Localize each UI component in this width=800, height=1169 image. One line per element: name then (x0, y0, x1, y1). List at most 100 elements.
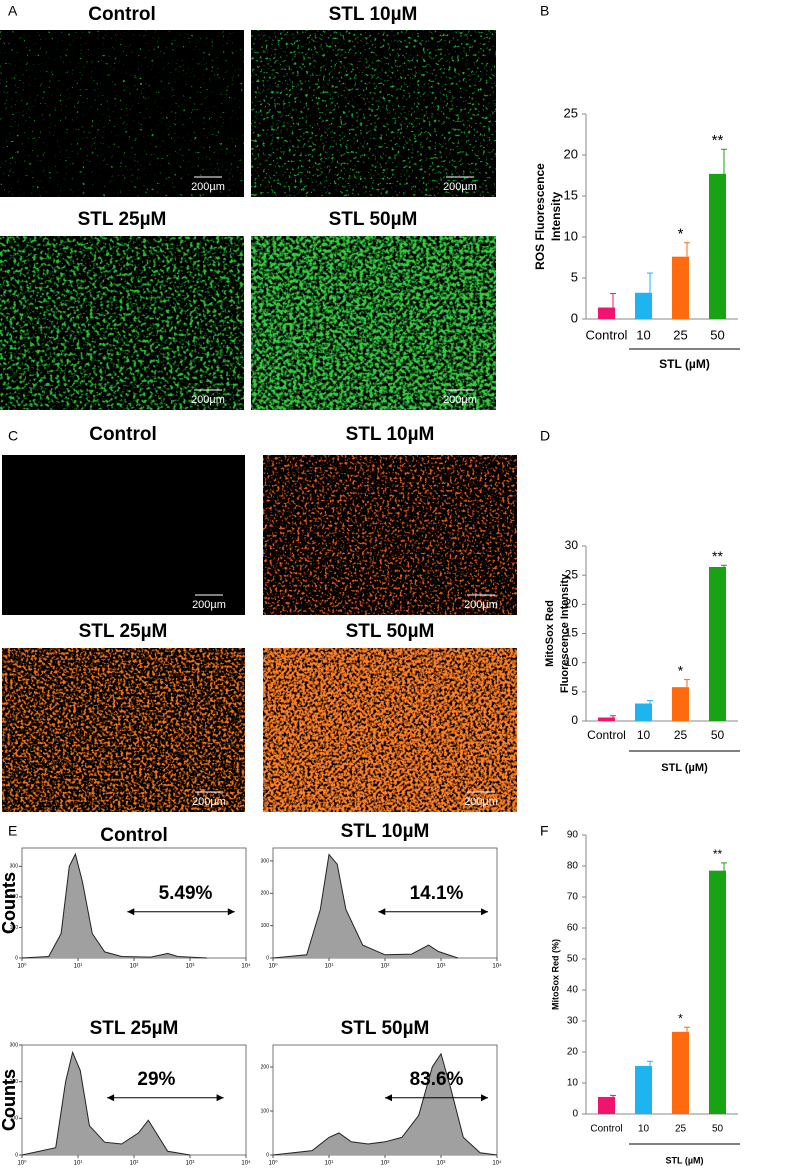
panel-label: D (540, 428, 550, 444)
y-tick-label: 100 (261, 1108, 270, 1114)
y-axis-label: Counts (0, 1069, 19, 1131)
bar (598, 717, 615, 721)
y-tick-label: 0 (571, 713, 578, 727)
histogram-title: STL 10µM (341, 821, 430, 842)
micrograph-title: STL 50µM (329, 209, 418, 230)
y-tick-label: 100 (261, 923, 270, 929)
x-tick-label: 50 (712, 1124, 724, 1135)
y-tick-label: 20 (565, 597, 579, 611)
y-tick-label: 0 (266, 955, 269, 961)
micrograph-title: STL 50µM (346, 621, 435, 642)
y-tick-label: 200 (10, 1079, 19, 1085)
y-tick-label: 0 (572, 1109, 578, 1120)
histogram-area (272, 853, 459, 959)
y-tick-label: 300 (10, 1042, 19, 1048)
panel-label: C (8, 428, 18, 444)
y-tick-label: 30 (565, 538, 579, 552)
scale-bar-label: 200µm (191, 394, 225, 406)
y-tick-label: 70 (567, 892, 579, 903)
fluorescence (263, 648, 517, 812)
y-tick-label: 0 (266, 1152, 269, 1158)
x-tick-label: 10 (637, 728, 651, 742)
x-tick-label: 10² (130, 964, 139, 970)
y-axis-label: MitoSox Red (544, 600, 556, 667)
scale-bar-label: 200µm (192, 796, 226, 808)
x-tick-label: 10⁴ (241, 963, 251, 970)
x-tick-label: 25 (673, 327, 687, 342)
x-tick-label: 10⁰ (17, 1160, 27, 1167)
micrograph-title: STL 25µM (79, 621, 168, 642)
y-axis-label: ROS Fluorescence (533, 163, 547, 270)
y-tick-label: 200 (10, 894, 19, 900)
x-tick-label: 10¹ (74, 1161, 83, 1167)
bar (709, 173, 726, 319)
x-tick-label: 10⁰ (17, 963, 27, 970)
x-tick-label: 25 (674, 728, 688, 742)
y-tick-label: 15 (564, 187, 578, 202)
bar (635, 703, 652, 721)
y-tick-label: 300 (10, 864, 19, 870)
y-tick-label: 50 (567, 954, 579, 965)
scale-bar-label: 200µm (192, 599, 226, 611)
x-axis-label: STL (µM) (659, 357, 710, 371)
micrograph-title: STL 10µM (329, 4, 418, 25)
x-tick-label: 10⁴ (492, 963, 502, 970)
bar (672, 1031, 689, 1114)
x-tick-label: 10⁴ (492, 1160, 502, 1167)
scale-bar-label: 200µm (464, 796, 498, 808)
x-tick-label: 10² (381, 964, 390, 970)
micrograph (2, 455, 245, 615)
y-tick-label: 20 (564, 146, 578, 161)
y-axis-label: Counts (0, 872, 19, 934)
scale-bar-label: 200µm (464, 599, 498, 611)
fluorescence (0, 30, 244, 197)
fluorescence (0, 236, 244, 410)
y-axis-label: Counts (0, 872, 19, 934)
bar (672, 687, 689, 721)
panel-label: B (540, 3, 549, 19)
micrograph-title: Control (88, 4, 156, 25)
x-tick-label: 10⁴ (241, 1160, 251, 1167)
panel-label: F (540, 823, 549, 839)
y-tick-label: 0 (571, 310, 578, 325)
x-tick-label: 10¹ (325, 1161, 334, 1167)
x-tick-label: 10³ (186, 1161, 195, 1167)
y-tick-label: 90 (567, 830, 579, 841)
x-tick-label: 10 (638, 1124, 650, 1135)
y-tick-label: 30 (567, 1016, 579, 1027)
histogram-area (21, 1050, 191, 1156)
x-tick-label: 10¹ (325, 964, 334, 970)
micrograph-title: STL 10µM (346, 424, 435, 445)
x-axis-label: STL (µM) (665, 1155, 703, 1165)
micrograph-title: Control (89, 424, 157, 445)
histogram-area (272, 1052, 498, 1156)
y-tick-label: 25 (565, 567, 579, 581)
bar (709, 870, 726, 1114)
x-tick-label: 10³ (437, 964, 446, 970)
gate-percentage: 14.1% (410, 883, 464, 904)
y-tick-label: 5 (571, 269, 578, 284)
y-tick-label: 200 (261, 891, 270, 897)
y-tick-label: 100 (10, 925, 19, 931)
micrograph-title: STL 25µM (78, 209, 167, 230)
significance: ** (712, 548, 723, 564)
gate-percentage: 29% (137, 1069, 175, 1090)
x-tick-label: Control (587, 728, 626, 742)
y-tick-label: 5 (571, 684, 578, 698)
y-tick-label: 25 (564, 105, 578, 120)
y-tick-label: 10 (564, 228, 578, 243)
fluorescence (251, 30, 496, 197)
scale-bar-label: 200µm (443, 181, 477, 193)
y-tick-label: 80 (567, 861, 579, 872)
bar (598, 1096, 615, 1114)
histogram-area (21, 852, 207, 959)
significance: ** (712, 132, 724, 149)
y-axis-label: Counts (0, 1069, 19, 1131)
significance: ** (713, 847, 723, 861)
x-tick-label: 10⁰ (268, 1160, 278, 1167)
y-axis-label: Intensity (549, 192, 563, 242)
y-tick-label: 10 (565, 655, 579, 669)
bar (672, 256, 689, 319)
significance: * (678, 662, 684, 678)
